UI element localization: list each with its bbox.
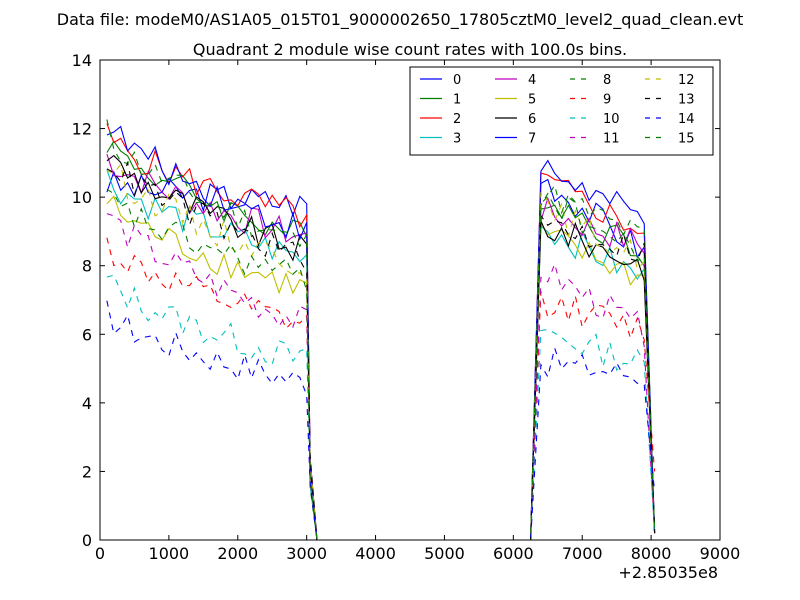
x-tick-label: 7000	[562, 544, 603, 563]
y-tick-label: 10	[72, 188, 92, 207]
legend-label-7: 7	[528, 132, 536, 147]
series-line-2	[106, 123, 656, 541]
x-tick-label: 1000	[149, 544, 190, 563]
legend-label-15: 15	[678, 132, 695, 147]
y-tick-label: 12	[72, 120, 92, 139]
x-tick-label: 9000	[700, 544, 741, 563]
series-line-3	[106, 169, 656, 541]
series-line-4	[106, 153, 656, 541]
x-tick-label: 0	[95, 544, 105, 563]
x-tick-label: 5000	[424, 544, 465, 563]
chart-title: Quadrant 2 module wise count rates with …	[193, 40, 627, 59]
series-line-11	[106, 213, 656, 541]
chart-suptitle: Data file: modeM0/AS1A05_015T01_90000026…	[57, 10, 743, 30]
series-line-6	[106, 154, 656, 541]
y-tick-label: 2	[82, 462, 92, 481]
series-line-7	[106, 125, 656, 541]
series-line-8	[106, 119, 656, 541]
series-line-9	[106, 237, 656, 541]
legend-label-14: 14	[678, 112, 695, 127]
legend-label-13: 13	[678, 93, 695, 108]
series-line-15	[106, 188, 656, 541]
ticks-layer: 0 1000 2000 3000 4000 5000 6000 7000 8000 9000 0 2 4…	[72, 51, 741, 563]
legend-label-2: 2	[453, 112, 461, 127]
legend-label-1: 1	[453, 93, 461, 108]
x-tick-label: 2000	[217, 544, 258, 563]
legend-label-10: 10	[603, 112, 620, 127]
legend-label-11: 11	[603, 132, 620, 147]
legend-label-6: 6	[528, 112, 536, 127]
legend-label-12: 12	[678, 73, 695, 88]
legend-box	[409, 66, 714, 156]
y-tick-label: 14	[72, 51, 92, 70]
plot-frame	[99, 59, 721, 541]
series-layer	[106, 119, 656, 541]
legend-label-5: 5	[528, 93, 536, 108]
x-tick-label: 8000	[631, 544, 672, 563]
legend-label-4: 4	[528, 73, 536, 88]
x-offset-label: +2.85035e8	[618, 563, 718, 582]
series-line-12	[106, 163, 656, 541]
legend-label-3: 3	[453, 132, 461, 147]
series-line-13	[106, 160, 656, 541]
legend-label-9: 9	[603, 93, 611, 108]
x-tick-label: 4000	[355, 544, 396, 563]
y-tick-label: 8	[82, 257, 92, 276]
legend-label-0: 0	[453, 73, 461, 88]
series-line-14	[106, 300, 656, 541]
y-tick-label: 4	[82, 394, 92, 413]
y-tick-label: 0	[82, 531, 92, 550]
x-tick-label: 3000	[286, 544, 327, 563]
x-tick-label: 6000	[493, 544, 534, 563]
y-tick-label: 6	[82, 325, 92, 344]
series-line-10	[106, 274, 656, 541]
legend-label-8: 8	[603, 73, 611, 88]
series-line-5	[106, 195, 656, 541]
series-line-0	[106, 170, 656, 541]
